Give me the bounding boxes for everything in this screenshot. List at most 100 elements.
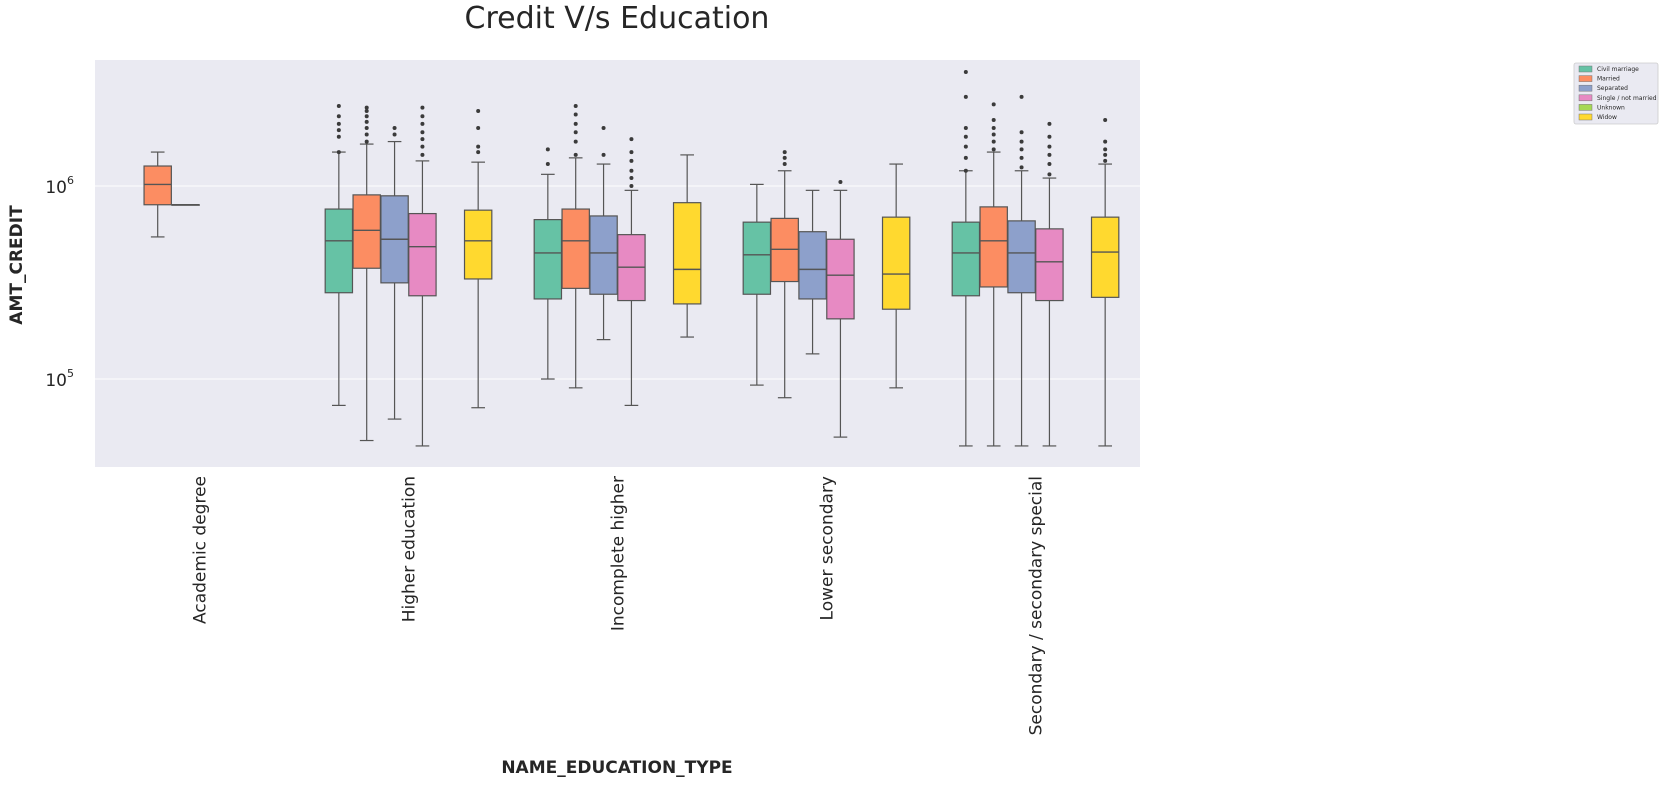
x-tick-label-4: Secondary / secondary special <box>1027 476 1047 735</box>
outlier-point <box>420 105 425 110</box>
box-1-2 <box>380 125 409 420</box>
box-0-2 <box>171 204 200 206</box>
outlier-point <box>1103 158 1108 163</box>
chart-title: Credit V/s Education <box>465 1 770 36</box>
outlier-point <box>991 132 996 137</box>
box-body <box>881 216 911 310</box>
outlier-point <box>1103 117 1108 122</box>
box-body <box>672 202 702 305</box>
legend-label: Widow <box>1597 114 1617 121</box>
box-2-0 <box>533 147 563 380</box>
box-body <box>533 219 563 300</box>
outlier-point <box>629 137 634 142</box>
outlier-point <box>991 139 996 144</box>
outlier-point <box>573 121 578 126</box>
legend: Civil marriage Married Separated Single / n… <box>1573 62 1659 125</box>
y-tick-label-1: 106 <box>45 174 74 198</box>
outlier-point <box>838 179 843 184</box>
outlier-point <box>364 125 369 130</box>
box-body <box>463 209 493 280</box>
outlier-point <box>336 114 341 119</box>
outlier-point <box>1047 152 1052 157</box>
legend-swatch <box>1578 84 1593 92</box>
outlier-point <box>1019 155 1024 160</box>
y-tick-label-0: 105 <box>45 367 74 391</box>
outlier-point <box>1047 162 1052 167</box>
outlier-point <box>364 119 369 124</box>
outlier-point <box>336 150 341 155</box>
outlier-point <box>476 150 481 155</box>
box-body <box>589 215 618 295</box>
outlier-point <box>364 132 369 137</box>
box-body <box>979 206 1008 288</box>
outlier-point <box>963 155 968 160</box>
outlier-point <box>1019 130 1024 135</box>
box-2-1 <box>561 103 590 389</box>
outlier-point <box>336 128 341 133</box>
box-body <box>352 194 381 269</box>
outlier-point <box>1103 139 1108 144</box>
outlier-point <box>336 134 341 139</box>
box-body <box>143 165 172 206</box>
legend-item-4: Unknown <box>1578 104 1625 111</box>
legend-label: Civil marriage <box>1597 66 1639 73</box>
x-tick-labels: Academic degree Higher education Incomplet… <box>191 476 1047 735</box>
legend-swatch <box>1578 94 1593 102</box>
box-1-3 <box>408 105 437 447</box>
y-axis-label: AMT_CREDIT <box>7 205 27 325</box>
box-4-0 <box>951 69 981 447</box>
outlier-point <box>991 117 996 122</box>
outlier-point <box>573 112 578 117</box>
outlier-point <box>1047 134 1052 139</box>
outlier-point <box>573 139 578 144</box>
x-tick-label-2: Incomplete higher <box>609 476 629 631</box>
box-body <box>1090 216 1120 298</box>
box-1-5 <box>463 108 493 409</box>
outlier-point <box>1047 144 1052 149</box>
box-2-3 <box>617 137 646 406</box>
outlier-point <box>782 155 787 160</box>
legend-item-2: Separated <box>1578 84 1628 92</box>
outlier-point <box>629 176 634 181</box>
box-3-5 <box>881 163 911 389</box>
outlier-point <box>573 103 578 108</box>
legend-swatch <box>1578 65 1593 73</box>
legend-frame <box>1573 62 1659 125</box>
legend-label: Single / not married <box>1597 95 1657 102</box>
box-4-5 <box>1090 117 1120 447</box>
outlier-point <box>963 134 968 139</box>
outlier-point <box>420 121 425 126</box>
outlier-point <box>1019 139 1024 144</box>
outlier-point <box>601 125 606 130</box>
outlier-point <box>629 150 634 155</box>
outlier-point <box>782 150 787 155</box>
outlier-point <box>364 139 369 144</box>
outlier-point <box>629 158 634 163</box>
box-4-1 <box>979 102 1008 447</box>
outlier-point <box>420 130 425 135</box>
outlier-point <box>991 147 996 152</box>
box-body <box>1007 220 1036 294</box>
outlier-point <box>392 132 397 137</box>
x-tick-label-1: Higher education <box>400 476 420 622</box>
box-3-0 <box>742 183 772 386</box>
box-body <box>408 212 437 297</box>
legend-item-5: Widow <box>1578 113 1617 121</box>
outlier-point <box>782 162 787 167</box>
legend-label: Married <box>1597 76 1620 83</box>
box-body <box>798 231 827 300</box>
outlier-point <box>963 69 968 74</box>
outlier-point <box>476 125 481 130</box>
outlier-point <box>420 152 425 157</box>
box-body <box>1035 228 1064 302</box>
outlier-point <box>991 125 996 130</box>
outlier-point <box>963 144 968 149</box>
outlier-point <box>1047 172 1052 177</box>
y-tick-labels: 105 106 <box>45 174 74 391</box>
box-body <box>561 208 590 289</box>
outlier-point <box>545 147 550 152</box>
outlier-point <box>392 125 397 130</box>
outlier-point <box>336 121 341 126</box>
outlier-point <box>1019 165 1024 170</box>
